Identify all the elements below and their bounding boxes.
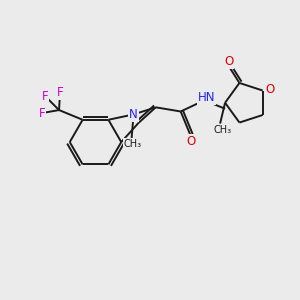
Text: CH₃: CH₃ — [213, 124, 231, 134]
Text: CH₃: CH₃ — [124, 139, 142, 149]
Text: HN: HN — [197, 91, 215, 104]
Text: O: O — [187, 134, 196, 148]
Text: O: O — [224, 55, 233, 68]
Text: F: F — [39, 106, 46, 119]
Text: F: F — [42, 90, 49, 103]
Text: F: F — [57, 86, 63, 99]
Text: N: N — [129, 108, 138, 121]
Text: O: O — [265, 83, 274, 96]
